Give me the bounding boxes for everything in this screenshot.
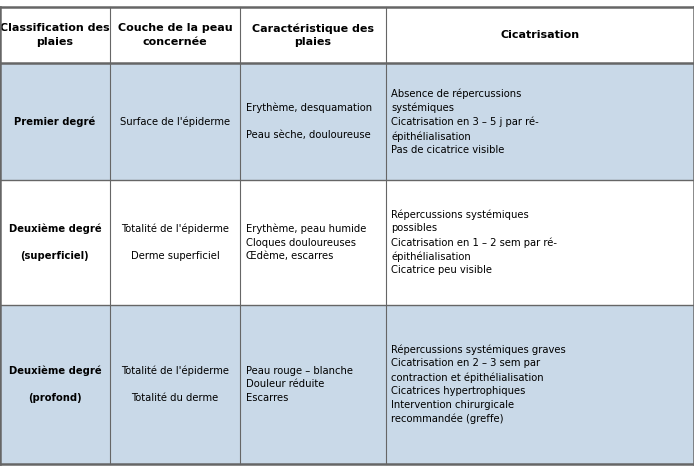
Text: Répercussions systémiques graves
Cicatrisation en 2 – 3 sem par
contraction et é: Répercussions systémiques graves Cicatri… xyxy=(391,345,566,424)
Bar xyxy=(0,305,110,464)
Text: Deuxième degré

(profond): Deuxième degré (profond) xyxy=(8,366,101,403)
Bar xyxy=(240,180,386,305)
Bar xyxy=(386,180,694,305)
Bar xyxy=(0,180,110,305)
Text: Totalité de l'épiderme

Totalité du derme: Totalité de l'épiderme Totalité du derme xyxy=(121,366,229,403)
Text: Erythème, desquamation

Peau sèche, douloureuse: Erythème, desquamation Peau sèche, doulo… xyxy=(246,103,372,140)
Bar xyxy=(110,180,240,305)
Bar xyxy=(0,63,110,180)
Text: Couche de la peau
concernée: Couche de la peau concernée xyxy=(117,23,232,47)
Text: Premier degré: Premier degré xyxy=(14,116,96,127)
Text: Répercussions systémiques
possibles
Cicatrisation en 1 – 2 sem par ré-
épithélia: Répercussions systémiques possibles Cica… xyxy=(391,209,557,276)
Bar xyxy=(0,7,110,63)
Text: Cicatrisation: Cicatrisation xyxy=(500,30,579,40)
Bar xyxy=(110,7,240,63)
Text: Absence de répercussions
systémiques
Cicatrisation en 3 – 5 j par ré-
épithélial: Absence de répercussions systémiques Cic… xyxy=(391,88,539,155)
Text: Erythème, peau humide
Cloques douloureuses
Œdème, escarres: Erythème, peau humide Cloques douloureus… xyxy=(246,223,366,261)
Bar xyxy=(240,305,386,464)
Bar xyxy=(386,305,694,464)
Text: Deuxième degré

(superficiel): Deuxième degré (superficiel) xyxy=(8,223,101,261)
Bar xyxy=(240,7,386,63)
Bar xyxy=(386,63,694,180)
Bar xyxy=(110,305,240,464)
Text: Totalité de l'épiderme

Derme superficiel: Totalité de l'épiderme Derme superficiel xyxy=(121,223,229,261)
Text: Caractéristique des
plaies: Caractéristique des plaies xyxy=(252,23,374,47)
Text: Peau rouge – blanche
Douleur réduite
Escarres: Peau rouge – blanche Douleur réduite Esc… xyxy=(246,366,353,403)
Text: Surface de l'épiderme: Surface de l'épiderme xyxy=(120,116,230,127)
Text: Classification des
plaies: Classification des plaies xyxy=(0,23,110,47)
Bar xyxy=(240,63,386,180)
Bar xyxy=(110,63,240,180)
Bar xyxy=(386,7,694,63)
